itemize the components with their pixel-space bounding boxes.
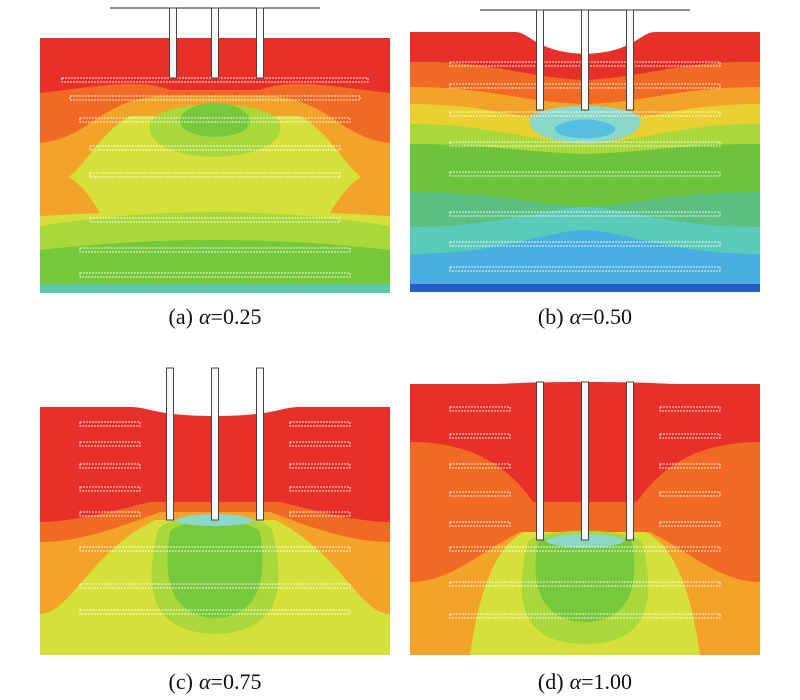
contour-band xyxy=(167,520,263,618)
contour-band xyxy=(40,240,390,293)
pile xyxy=(256,7,264,79)
pile xyxy=(626,381,634,541)
contour-band xyxy=(330,172,390,216)
pile xyxy=(211,7,219,79)
caption-label: (a) xyxy=(169,304,193,329)
geogrid xyxy=(89,145,341,151)
caption-symbol: α xyxy=(570,669,582,694)
geogrid xyxy=(449,241,721,247)
caption-label: (b) xyxy=(538,304,564,329)
geogrid xyxy=(449,491,511,497)
geogrid xyxy=(79,463,141,469)
geogrid xyxy=(449,463,511,469)
contour-band xyxy=(40,284,390,293)
geogrid xyxy=(449,111,721,117)
panel-b xyxy=(410,9,760,292)
geogrid xyxy=(79,421,141,427)
geogrid xyxy=(79,117,351,123)
geogrid xyxy=(69,95,361,101)
panel-a xyxy=(40,7,390,293)
contour-band xyxy=(410,284,760,292)
pile xyxy=(581,9,589,111)
caption-label: (c) xyxy=(169,669,193,694)
pile xyxy=(166,367,174,521)
geogrid xyxy=(289,486,351,492)
geogrid xyxy=(289,441,351,447)
pile xyxy=(211,367,219,521)
caption: (c) α=0.75 xyxy=(169,669,262,694)
geogrid xyxy=(79,609,351,615)
caption-value: =0.50 xyxy=(581,304,632,329)
caption-label: (d) xyxy=(538,669,564,694)
contour-band xyxy=(40,172,100,216)
geogrid xyxy=(449,433,511,439)
geogrid xyxy=(449,141,721,147)
geogrid xyxy=(79,511,141,517)
panel-d xyxy=(410,381,760,655)
pile xyxy=(536,9,544,111)
caption-value: =1.00 xyxy=(581,669,632,694)
geogrid xyxy=(659,521,721,527)
pile xyxy=(581,381,589,541)
panel-c xyxy=(40,367,390,655)
geogrid xyxy=(79,486,141,492)
geogrid xyxy=(659,491,721,497)
geogrid xyxy=(89,172,341,178)
caption-value: =0.25 xyxy=(211,304,262,329)
caption: (b) α=0.50 xyxy=(538,304,632,329)
geogrid xyxy=(449,613,721,619)
pile xyxy=(536,381,544,541)
caption-symbol: α xyxy=(199,304,211,329)
caption: (a) α=0.25 xyxy=(169,304,262,329)
pile xyxy=(626,9,634,111)
caption-value: =0.75 xyxy=(211,669,262,694)
geogrid xyxy=(449,406,511,412)
geogrid xyxy=(79,583,351,589)
geogrid xyxy=(449,171,721,177)
geogrid xyxy=(449,546,721,552)
contour-band xyxy=(410,230,760,292)
contour-band xyxy=(535,534,635,622)
geogrid xyxy=(289,421,351,427)
contour-band xyxy=(179,103,251,137)
contour-band xyxy=(554,119,616,139)
geogrid xyxy=(79,441,141,447)
caption-symbol: α xyxy=(199,669,211,694)
geogrid xyxy=(289,463,351,469)
geogrid xyxy=(449,211,721,217)
geogrid xyxy=(289,511,351,517)
geogrid xyxy=(79,247,351,253)
geogrid xyxy=(449,266,721,272)
geogrid xyxy=(79,272,351,278)
geogrid xyxy=(449,521,511,527)
pile xyxy=(256,367,264,521)
geogrid xyxy=(79,546,351,552)
caption-symbol: α xyxy=(570,304,582,329)
geogrid xyxy=(659,463,721,469)
geogrid xyxy=(89,217,341,223)
caption: (d) α=1.00 xyxy=(538,669,632,694)
geogrid xyxy=(659,406,721,412)
pile xyxy=(169,7,177,79)
geogrid xyxy=(659,433,721,439)
geogrid xyxy=(449,581,721,587)
contour-band xyxy=(545,534,625,548)
